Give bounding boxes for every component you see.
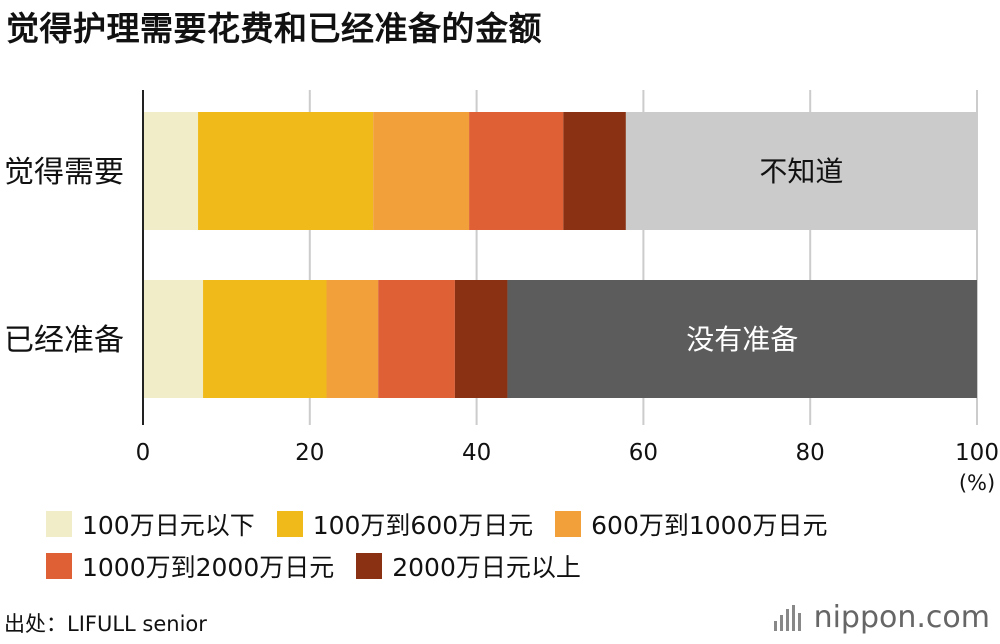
legend-swatch [356, 553, 383, 579]
legend-swatch [555, 511, 582, 537]
source-note: 出处：LIFULL senior [4, 612, 207, 636]
x-tick-label: 60 [629, 440, 658, 466]
legend-label: 100万到600万日元 [312, 511, 534, 540]
legend-item-600-1000: 600万到1000万日元 [555, 506, 828, 542]
legend-swatch [276, 511, 303, 537]
brand-mark-icon [773, 604, 804, 631]
legend-label: 2000万日元以上 [392, 553, 581, 582]
brand-logo: nippon.com [773, 600, 990, 635]
category-label: 已经准备 [4, 323, 124, 358]
chart-title: 觉得护理需要花费和已经准备的金额 [6, 9, 542, 48]
bar-segment [378, 280, 455, 398]
bar-segment [625, 112, 977, 230]
bar-segment [326, 280, 379, 398]
legend-row-2: 1000万到2000万日元 2000万日元以上 [46, 548, 603, 584]
legend-label: 1000万到2000万日元 [82, 553, 335, 582]
legend-item-over-2000: 2000万日元以上 [356, 548, 581, 584]
bar-segment [373, 112, 470, 230]
bar-segment [563, 112, 626, 230]
bar-inline-label: 不知道 [759, 155, 843, 188]
legend-label: 600万到1000万日元 [591, 511, 828, 540]
x-tick-label: 80 [796, 440, 825, 466]
legend-item-under-100: 100万日元以下 [46, 506, 255, 542]
legend-label: 100万日元以下 [82, 511, 255, 540]
bar-segment [469, 112, 564, 230]
legend-swatch [46, 553, 72, 579]
x-axis-unit: (%) [959, 471, 995, 495]
legend-item-100-600: 100万到600万日元 [276, 506, 534, 542]
bar-segment [203, 280, 327, 398]
bar-segment [507, 280, 977, 398]
legend-item-1000-2000: 1000万到2000万日元 [46, 548, 334, 584]
x-tick-label: 100 [955, 440, 999, 466]
category-label: 觉得需要 [4, 155, 124, 190]
bar-segment [143, 112, 199, 230]
bar-segment [143, 280, 204, 398]
x-tick-label: 20 [295, 440, 324, 466]
legend-row-1: 100万日元以下 100万到600万日元 600万到1000万日元 [46, 506, 850, 542]
bar-segment [198, 112, 374, 230]
x-tick-label: 40 [462, 440, 491, 466]
bar-inline-label: 没有准备 [686, 323, 798, 356]
x-tick-label: 0 [136, 440, 151, 466]
bar-segment [454, 280, 508, 398]
brand-name: nippon.com [813, 600, 990, 635]
legend-swatch [46, 511, 72, 537]
